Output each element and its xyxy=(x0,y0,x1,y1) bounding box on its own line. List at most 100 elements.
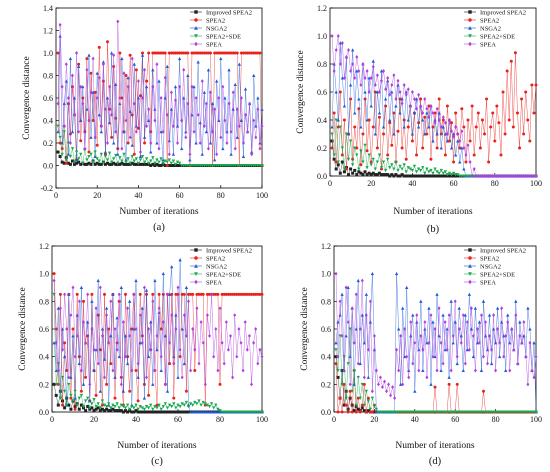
data-point xyxy=(102,403,107,407)
data-point xyxy=(218,306,222,311)
data-point xyxy=(348,382,352,387)
data-point xyxy=(147,161,151,166)
data-point xyxy=(103,162,107,166)
data-point xyxy=(72,160,77,164)
data-point xyxy=(138,158,143,162)
data-point xyxy=(485,97,489,101)
data-point xyxy=(128,389,132,393)
data-point xyxy=(511,174,515,178)
data-point xyxy=(75,403,79,407)
data-point xyxy=(243,320,247,325)
data-point xyxy=(330,139,334,143)
data-point xyxy=(425,341,429,345)
data-point xyxy=(414,97,419,101)
data-point xyxy=(79,389,83,393)
data-point xyxy=(197,410,201,414)
data-point xyxy=(384,173,388,177)
data-point xyxy=(116,161,120,166)
data-point xyxy=(402,174,406,178)
data-point xyxy=(373,90,377,94)
data-point xyxy=(487,160,491,164)
data-point xyxy=(111,368,115,373)
data-point xyxy=(450,129,454,134)
data-point xyxy=(176,285,180,290)
data-point xyxy=(77,157,81,161)
data-point xyxy=(58,135,62,140)
y-tick-label: 1.0 xyxy=(321,270,331,279)
data-point xyxy=(161,404,165,409)
data-point xyxy=(208,141,213,145)
data-point xyxy=(528,327,532,331)
data-point xyxy=(169,164,173,167)
data-point xyxy=(136,407,140,412)
data-point xyxy=(115,402,119,406)
data-point xyxy=(425,132,429,136)
data-point xyxy=(334,271,338,276)
data-point xyxy=(383,379,386,384)
data-point xyxy=(370,389,374,394)
data-point xyxy=(145,162,149,166)
data-point xyxy=(100,403,104,407)
data-point xyxy=(120,56,124,61)
data-point xyxy=(60,152,64,157)
data-point xyxy=(180,292,184,296)
data-point xyxy=(256,51,260,55)
data-point xyxy=(96,278,100,283)
data-point xyxy=(193,400,197,405)
data-point xyxy=(457,306,461,310)
data-point xyxy=(60,84,64,89)
data-point xyxy=(212,354,216,359)
data-point xyxy=(224,410,228,414)
data-point xyxy=(449,368,453,373)
data-point xyxy=(81,382,86,386)
data-point xyxy=(113,327,117,331)
data-point xyxy=(138,162,142,166)
data-point xyxy=(155,162,159,166)
data-point xyxy=(90,402,94,406)
data-point xyxy=(52,278,56,283)
data-point xyxy=(423,115,427,119)
data-point xyxy=(159,354,163,359)
data-point xyxy=(524,354,528,359)
data-point xyxy=(366,399,370,403)
data-point xyxy=(439,146,443,150)
data-point xyxy=(207,410,212,414)
data-point xyxy=(153,164,157,167)
data-point xyxy=(92,409,96,413)
data-point xyxy=(221,51,225,55)
data-point xyxy=(382,132,386,136)
data-point xyxy=(369,163,373,167)
data-point xyxy=(488,333,492,338)
data-point xyxy=(455,382,459,386)
data-point xyxy=(130,155,134,159)
data-point xyxy=(217,51,221,55)
data-point xyxy=(419,174,423,178)
data-point xyxy=(130,113,134,117)
data-point xyxy=(106,141,109,145)
data-point xyxy=(222,410,226,414)
data-point xyxy=(128,135,132,140)
series-spea2 xyxy=(330,51,538,171)
data-point xyxy=(497,174,501,178)
data-point xyxy=(64,158,68,162)
data-point xyxy=(386,157,390,161)
data-point xyxy=(414,170,419,174)
data-point xyxy=(194,51,198,55)
data-point xyxy=(510,327,514,331)
data-point xyxy=(220,410,224,414)
data-point xyxy=(478,174,482,178)
data-point xyxy=(466,143,470,148)
data-point xyxy=(516,361,520,366)
data-point xyxy=(470,174,474,178)
data-point xyxy=(348,139,353,143)
data-point xyxy=(142,382,146,386)
panel-d: 0 20 40 60 80 100 0.0 0.2 0.4 0.6 0.8 1.0 1.2 Number … xyxy=(300,242,542,467)
data-point xyxy=(79,84,83,89)
data-point xyxy=(364,313,368,318)
data-point xyxy=(254,327,258,331)
y-tick-label: 0.2 xyxy=(321,380,331,389)
data-point xyxy=(226,410,231,414)
data-point xyxy=(165,406,170,410)
data-point xyxy=(62,130,66,134)
data-point xyxy=(359,163,363,167)
